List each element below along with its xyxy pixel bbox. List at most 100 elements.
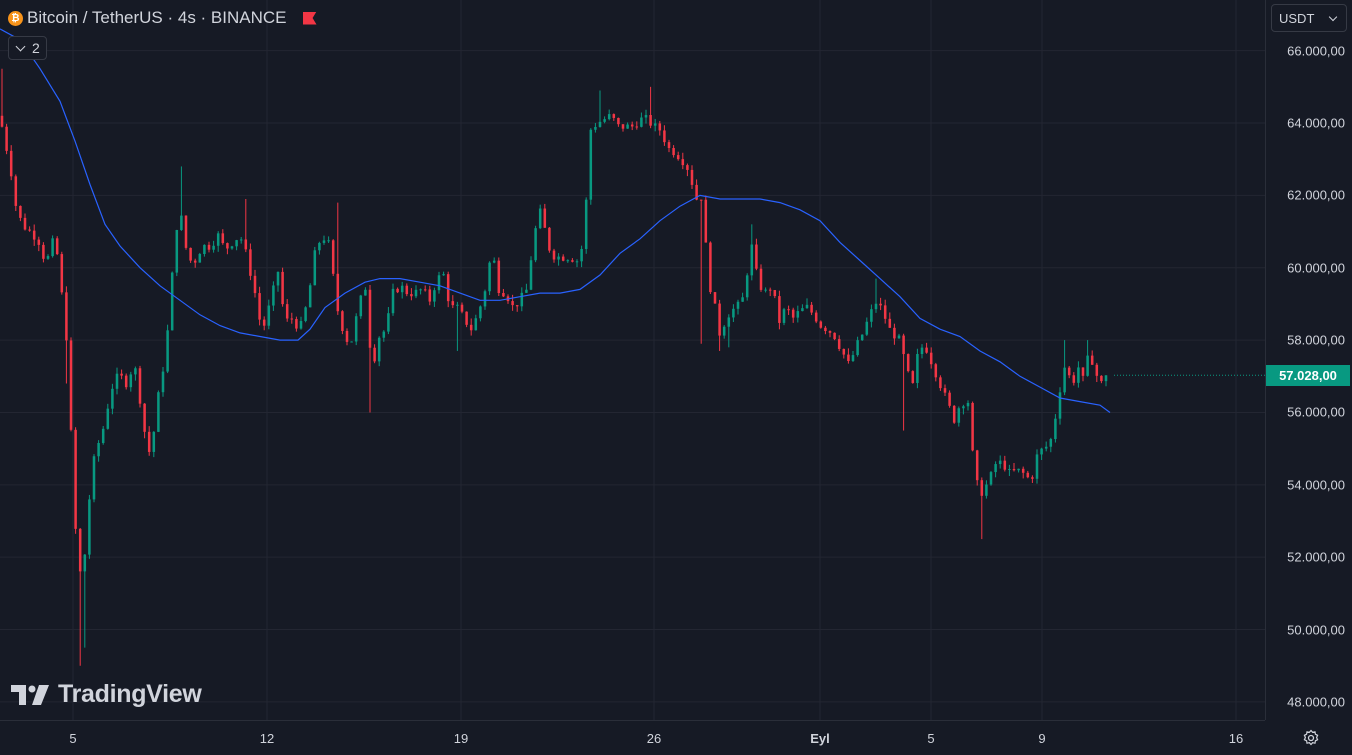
candle-body: [106, 408, 110, 429]
candle-body: [750, 244, 754, 276]
symbol-title[interactable]: Bitcoin / TetherUS · 4s · BINANCE: [27, 8, 287, 27]
candle-body: [929, 352, 933, 365]
candle-body: [952, 405, 956, 423]
candle: [847, 348, 850, 364]
candle-body: [998, 460, 1002, 465]
candle-body: [1040, 448, 1043, 455]
candle-body: [589, 129, 593, 200]
candle: [842, 348, 846, 359]
candle: [511, 294, 514, 311]
candle: [1077, 361, 1080, 388]
tradingview-logo-icon: [11, 684, 49, 705]
currency-select[interactable]: USDT: [1271, 4, 1347, 32]
candle-body: [851, 355, 855, 361]
candle-body: [446, 274, 450, 302]
candle: [575, 259, 579, 268]
candle-body: [966, 402, 970, 407]
candle: [152, 431, 156, 458]
candle-body: [14, 176, 18, 206]
candle: [713, 292, 717, 304]
settings-gear-icon[interactable]: [1302, 729, 1320, 747]
candle-body: [902, 335, 905, 355]
price-chart[interactable]: [0, 0, 1265, 720]
candle-body: [184, 215, 188, 248]
candle: [952, 405, 956, 424]
candle-body: [1012, 468, 1016, 471]
candle: [442, 271, 445, 276]
candle-body: [911, 371, 915, 383]
candle-body: [189, 247, 192, 261]
candle-body: [1054, 418, 1057, 440]
candle: [396, 287, 399, 294]
candle-body: [736, 301, 740, 309]
vertical-grid: [72, 0, 1237, 720]
candle: [893, 323, 896, 345]
candle: [782, 307, 786, 326]
candle: [423, 285, 427, 292]
candle: [934, 362, 938, 382]
tradingview-logo: TradingView: [11, 680, 202, 709]
candle-body: [359, 295, 363, 317]
candle-body: [939, 377, 942, 389]
candle: [479, 305, 482, 322]
candle-body: [97, 442, 100, 457]
candle: [193, 258, 197, 268]
candle-body: [801, 308, 804, 312]
flag-icon[interactable]: [302, 11, 317, 25]
candle-body: [1058, 392, 1062, 419]
candle-body: [180, 215, 183, 230]
price-scale[interactable]: 48.000,00 50.000,00 52.000,00 54.000,00 56.0…: [1265, 0, 1352, 720]
candle: [667, 139, 671, 153]
candle-body: [405, 285, 409, 295]
candle-body: [681, 159, 685, 166]
candle-body: [870, 309, 873, 322]
candle-body: [764, 289, 767, 291]
candle-body: [796, 311, 800, 318]
chevron-down-icon: [1328, 12, 1338, 22]
time-scale[interactable]: 5 12 19 26 Eyl 5 9 16: [0, 720, 1265, 755]
candle-body: [906, 354, 910, 372]
candle-body: [1044, 446, 1048, 449]
candle-body: [419, 289, 422, 291]
candle: [318, 241, 321, 255]
candle: [828, 330, 832, 338]
candle: [1072, 372, 1076, 386]
candle: [400, 281, 404, 299]
price-tick-label: 66.000,00: [1287, 43, 1345, 59]
time-tick-label: 26: [646, 731, 662, 746]
candle-body: [607, 114, 611, 120]
candle-body: [994, 464, 997, 473]
candle: [1063, 340, 1066, 396]
candle: [1012, 462, 1016, 472]
candle: [833, 332, 836, 341]
candle: [925, 342, 928, 354]
candle: [285, 299, 289, 322]
candle: [538, 204, 542, 230]
candle: [166, 324, 169, 374]
candle: [856, 336, 859, 357]
candle-body: [272, 285, 275, 306]
candle: [929, 347, 933, 369]
indicator-collapse-button[interactable]: 2: [8, 36, 47, 60]
candle-body: [529, 260, 533, 290]
candle: [985, 480, 988, 499]
time-tick-label: 5: [927, 731, 935, 746]
candle-body: [391, 288, 395, 314]
candle-body: [502, 293, 505, 297]
candle-body: [51, 238, 54, 257]
candle-body: [511, 301, 514, 306]
candle-body: [331, 240, 335, 274]
candle: [1100, 375, 1103, 384]
candle: [267, 299, 271, 330]
candle-body: [893, 327, 896, 339]
candle: [626, 122, 629, 129]
candle: [796, 305, 800, 323]
candle: [488, 261, 491, 296]
candle-body: [474, 318, 478, 331]
candle-body: [709, 242, 712, 293]
candle: [589, 128, 593, 205]
candle-body: [341, 311, 344, 331]
candle: [1035, 449, 1039, 484]
candle-body: [1031, 477, 1034, 479]
candle-body: [644, 115, 648, 118]
